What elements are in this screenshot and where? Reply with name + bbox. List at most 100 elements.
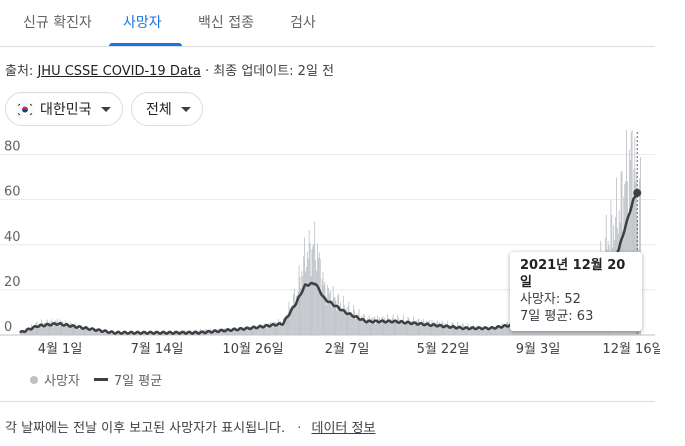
daily-bar — [401, 319, 403, 335]
daily-bar — [258, 325, 260, 335]
daily-bar — [22, 331, 24, 335]
daily-bar — [246, 329, 247, 335]
daily-bar — [32, 327, 34, 335]
x-axis-labels: 4월 1일 7월 14일 10월 26일 2월 7일 5월 22일 9월 3일 12월 16… — [38, 342, 660, 357]
daily-bar — [483, 326, 484, 335]
daily-bar — [281, 323, 282, 335]
daily-bar — [214, 329, 216, 335]
daily-bar — [425, 326, 426, 335]
daily-bar — [631, 130, 633, 335]
daily-bar — [331, 300, 333, 335]
daily-bar — [232, 330, 234, 335]
daily-bar — [383, 319, 385, 335]
daily-bar — [257, 326, 258, 335]
x-tick-label: 9월 3일 — [516, 342, 561, 357]
daily-bar — [330, 290, 331, 335]
daily-bar — [489, 330, 491, 335]
daily-bar — [263, 325, 265, 335]
daily-bar — [55, 320, 56, 335]
daily-bar — [455, 326, 457, 335]
daily-bar — [221, 329, 222, 335]
daily-bar — [633, 168, 635, 335]
country-selector[interactable]: 대한민국 — [5, 92, 123, 126]
daily-bar — [440, 326, 442, 335]
daily-bar — [234, 327, 235, 335]
daily-bar — [79, 328, 80, 335]
tab-deaths[interactable]: 사망자 — [123, 15, 162, 31]
daily-bar — [399, 322, 401, 335]
tab-vaccinations[interactable]: 백신 접종 — [198, 15, 254, 31]
daily-bar — [282, 325, 283, 335]
range-selector[interactable]: 전체 — [131, 92, 203, 126]
daily-bar — [30, 327, 31, 335]
daily-bar — [42, 323, 43, 335]
divider — [0, 401, 655, 402]
daily-bar — [57, 323, 59, 335]
daily-bar — [478, 326, 480, 335]
daily-bar — [248, 327, 250, 335]
daily-bar — [67, 325, 69, 335]
x-tick-label: 4월 1일 — [38, 342, 83, 357]
daily-bar — [356, 315, 358, 335]
daily-bar — [408, 317, 410, 335]
daily-bar — [237, 330, 239, 335]
daily-bar — [62, 321, 64, 335]
daily-bar — [423, 319, 425, 335]
daily-bar — [401, 322, 402, 335]
daily-bar — [429, 325, 431, 335]
daily-bar — [55, 321, 57, 335]
daily-bar — [226, 330, 228, 335]
daily-bar — [405, 320, 407, 335]
tab-tests[interactable]: 검사 — [290, 15, 316, 31]
daily-bar — [292, 309, 294, 335]
daily-bar — [96, 329, 98, 335]
source-prefix: 출처: — [5, 64, 34, 79]
daily-bar — [451, 322, 453, 335]
data-info-link[interactable]: 데이터 정보 — [311, 421, 376, 436]
daily-bar — [441, 320, 443, 335]
daily-bar — [317, 243, 318, 335]
daily-bar — [20, 331, 22, 335]
daily-bar — [425, 321, 427, 335]
tooltip-average: 7일 평균: 63 — [520, 309, 594, 324]
daily-bar — [255, 326, 257, 335]
source-link[interactable]: JHU CSSE COVID-19 Data — [37, 64, 201, 79]
daily-bar — [93, 329, 95, 335]
daily-bar — [640, 157, 641, 335]
daily-bar — [501, 322, 503, 335]
deaths-chart[interactable]: 0 20 40 60 80 4월 1일 7월 14일 10월 26일 2월 7일 5월 22일 9… — [0, 130, 660, 362]
daily-bar — [48, 324, 50, 335]
daily-bar — [389, 319, 390, 335]
daily-bar — [341, 309, 343, 335]
daily-bar — [175, 331, 177, 335]
daily-bar — [303, 256, 305, 335]
daily-bar — [320, 293, 322, 335]
footnote-text: 각 날짜에는 전날 이후 보고된 사망자가 표시됩니다. — [5, 421, 286, 436]
daily-bar — [416, 321, 418, 335]
daily-bar — [227, 330, 229, 335]
daily-bar — [427, 321, 429, 335]
daily-bar — [21, 331, 23, 335]
daily-bar — [284, 318, 286, 335]
chart-tooltip: 2021년 12월 20일 사망자: 52 7일 평균: 63 — [510, 252, 642, 331]
daily-bar — [270, 325, 272, 335]
daily-bar — [82, 327, 84, 335]
daily-bar — [61, 321, 63, 335]
daily-bar — [271, 326, 273, 335]
footnote: 각 날짜에는 전날 이후 보고된 사망자가 표시됩니다. · 데이터 정보 — [5, 417, 375, 436]
daily-bar — [272, 321, 274, 335]
daily-bar — [506, 322, 508, 335]
daily-bar — [80, 325, 82, 335]
daily-bar — [245, 328, 246, 335]
daily-bar — [91, 330, 93, 335]
daily-bar — [298, 265, 300, 335]
daily-bar — [346, 314, 348, 335]
daily-bar — [456, 325, 458, 335]
daily-bar — [390, 323, 392, 335]
y-tick-label: 0 — [4, 320, 12, 335]
daily-bar — [44, 323, 46, 335]
daily-bar — [327, 284, 329, 335]
tab-new-cases[interactable]: 신규 확진자 — [23, 15, 92, 31]
daily-bar — [319, 259, 321, 335]
daily-bar — [70, 323, 72, 335]
